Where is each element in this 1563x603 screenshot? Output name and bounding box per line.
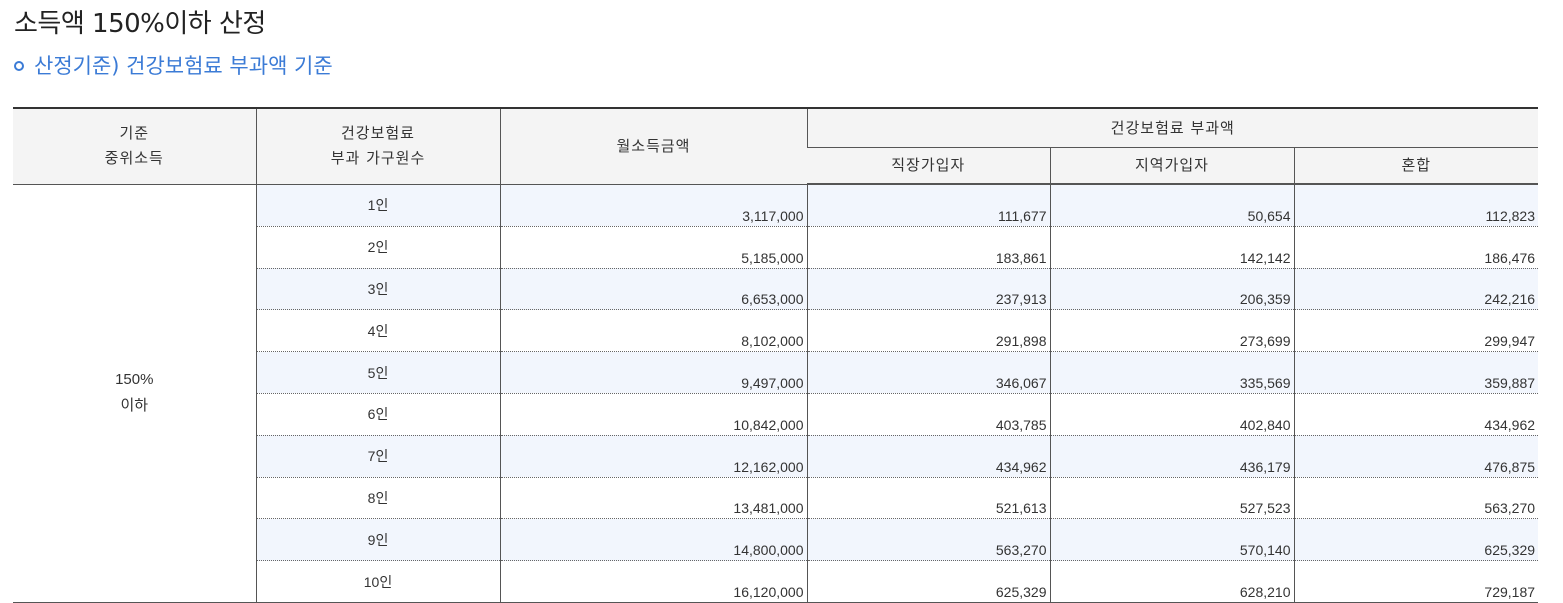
income-cell: 5,185,000 [499, 226, 807, 269]
household-count-cell: 3인 [255, 268, 500, 311]
household-count-cell: 7인 [255, 435, 500, 478]
header-regional: 지역가입자 [1049, 147, 1294, 185]
table-row: 3인 6,653,000 237,913 206,359 242,216 [13, 268, 1539, 311]
regional-premium-cell: 142,142 [1049, 226, 1294, 269]
premium-table: 기준 중위소득 건강보험료 부과 가구원수 월소득금액 건강보험료 부과액 직장… [13, 107, 1539, 603]
employee-premium-cell: 237,913 [806, 268, 1050, 311]
household-count-cell: 4인 [255, 309, 500, 353]
regional-premium-cell: 335,569 [1049, 351, 1294, 394]
income-cell: 10,842,000 [499, 393, 807, 436]
regional-premium-cell: 273,699 [1049, 309, 1294, 353]
mixed-premium-cell: 359,887 [1293, 351, 1539, 394]
employee-premium-cell: 111,677 [806, 184, 1050, 227]
household-count-cell: 8인 [255, 477, 500, 520]
subtitle-text: 산정기준) 건강보험료 부과액 기준 [34, 54, 333, 78]
header-household: 건강보험료 부과 가구원수 [255, 107, 500, 185]
table-row: 6인 10,842,000 403,785 402,840 434,962 [13, 393, 1539, 436]
income-cell: 14,800,000 [499, 518, 807, 562]
household-count-cell: 9인 [255, 518, 500, 562]
employee-premium-cell: 434,962 [806, 435, 1050, 478]
income-cell: 12,162,000 [499, 435, 807, 478]
employee-premium-cell: 403,785 [806, 393, 1050, 436]
bullet-circle-icon [14, 61, 24, 71]
mixed-premium-cell: 434,962 [1293, 393, 1539, 436]
table-row: 5인 9,497,000 346,067 335,569 359,887 [13, 351, 1539, 394]
header-income: 월소득금액 [499, 107, 807, 185]
header-criterion-line1: 기준 [119, 124, 150, 143]
employee-premium-cell: 291,898 [806, 309, 1050, 353]
header-employee: 직장가입자 [807, 147, 1050, 185]
mixed-premium-cell: 299,947 [1293, 309, 1539, 353]
regional-premium-cell: 436,179 [1049, 435, 1294, 478]
income-cell: 13,481,000 [499, 477, 807, 520]
regional-premium-cell: 570,140 [1049, 518, 1294, 562]
table-body: 150% 이하 1인 3,117,000 111,677 50,654 112,823 2인 5… [13, 184, 1539, 603]
section-subtitle: 산정기준) 건강보험료 부과액 기준 [14, 50, 333, 82]
header-household-line1: 건강보험료 [340, 124, 415, 143]
mixed-premium-cell: 729,187 [1293, 560, 1539, 603]
page-title: 소득액 150%이하 산정 [14, 9, 266, 39]
regional-premium-cell: 402,840 [1049, 393, 1294, 436]
mixed-premium-cell: 186,476 [1293, 226, 1539, 269]
employee-premium-cell: 521,613 [806, 477, 1050, 520]
header-premium-group: 건강보험료 부과액 [806, 107, 1539, 148]
regional-premium-cell: 206,359 [1049, 268, 1294, 311]
mixed-premium-cell: 476,875 [1293, 435, 1539, 478]
table-row: 8인 13,481,000 521,613 527,523 563,270 [13, 477, 1539, 520]
header-criterion: 기준 중위소득 [13, 107, 256, 185]
criterion-cell: 150% 이하 [13, 184, 256, 603]
income-cell: 6,653,000 [499, 268, 807, 311]
header-household-line2: 부과 가구원수 [330, 149, 426, 168]
table-row: 2인 5,185,000 183,861 142,142 186,476 [13, 226, 1539, 269]
header-criterion-line2: 중위소득 [104, 149, 164, 168]
employee-premium-cell: 346,067 [806, 351, 1050, 394]
employee-premium-cell: 625,329 [806, 560, 1050, 603]
regional-premium-cell: 628,210 [1049, 560, 1294, 603]
household-count-cell: 2인 [255, 226, 500, 269]
employee-premium-cell: 563,270 [806, 518, 1050, 562]
employee-premium-cell: 183,861 [806, 226, 1050, 269]
regional-premium-cell: 527,523 [1049, 477, 1294, 520]
mixed-premium-cell: 625,329 [1293, 518, 1539, 562]
criterion-value-line2: 이하 [120, 397, 149, 415]
household-count-cell: 6인 [255, 393, 500, 436]
mixed-premium-cell: 563,270 [1293, 477, 1539, 520]
mixed-premium-cell: 112,823 [1293, 184, 1539, 227]
household-count-cell: 1인 [255, 184, 500, 227]
criterion-value-line1: 150% [115, 371, 154, 389]
household-count-cell: 10인 [255, 560, 500, 603]
table-row: 150% 이하 1인 3,117,000 111,677 50,654 112,823 [13, 184, 1539, 603]
income-cell: 8,102,000 [499, 309, 807, 353]
household-count-cell: 5인 [255, 351, 500, 394]
table-row: 4인 8,102,000 291,898 273,699 299,947 [13, 309, 1539, 353]
regional-premium-cell: 50,654 [1049, 184, 1294, 227]
income-cell: 3,117,000 [499, 184, 807, 227]
mixed-premium-cell: 242,216 [1293, 268, 1539, 311]
income-cell: 9,497,000 [499, 351, 807, 394]
table-row: 7인 12,162,000 434,962 436,179 476,875 [13, 435, 1539, 478]
header-mixed: 혼합 [1293, 147, 1539, 185]
income-cell: 16,120,000 [499, 560, 807, 603]
